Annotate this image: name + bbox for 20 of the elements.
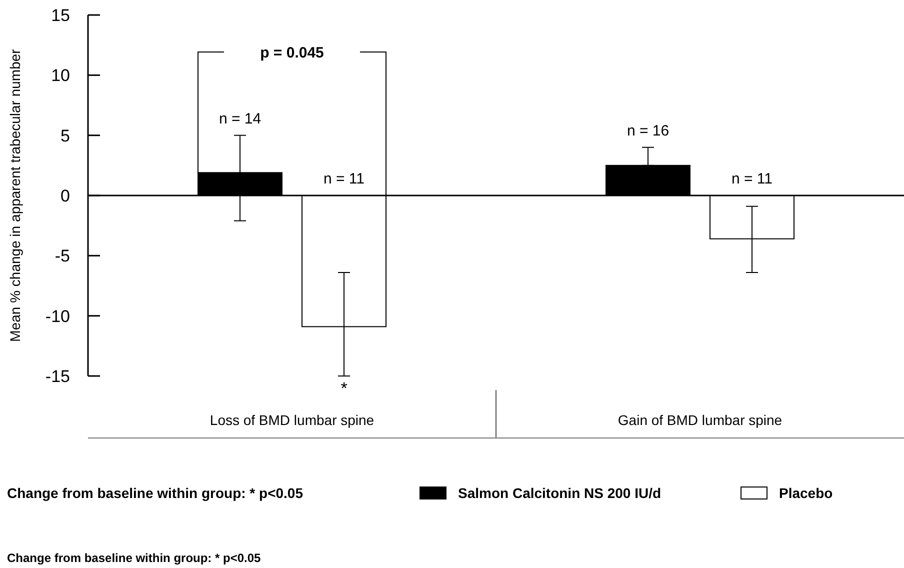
annotation: n = 16 (626, 122, 670, 140)
text: Change from baseline within group: * p<0.05 (7, 551, 262, 566)
annotation: p = 0.045 (260, 44, 324, 62)
annotation: n = 14 (218, 110, 262, 128)
text: Change from baseline within group: * p<0.05 (7, 484, 304, 501)
y-axis-title: Mean % change in apparent trabecular number (7, 48, 23, 342)
x-tick-label: Loss of BMD lumbar spine (210, 412, 374, 428)
annotation: n = 11 (323, 170, 365, 188)
legend-label: Salmon Calcitonin NS 200 IU/d (458, 484, 662, 501)
y-tick-label: -10 (45, 306, 70, 326)
y-tick-label: 10 (51, 66, 70, 86)
annotation: n = 11 (731, 170, 773, 188)
text: * (340, 379, 348, 398)
y-tick-label: 15 (51, 6, 70, 25)
y-tick-label: 5 (60, 126, 70, 146)
y-tick-label: -5 (54, 246, 70, 266)
legend-label: Placebo (779, 484, 833, 501)
y-tick-label: 0 (60, 186, 70, 206)
x-tick-label: Gain of BMD lumbar spine (618, 412, 782, 428)
y-tick-label: -15 (45, 366, 70, 386)
